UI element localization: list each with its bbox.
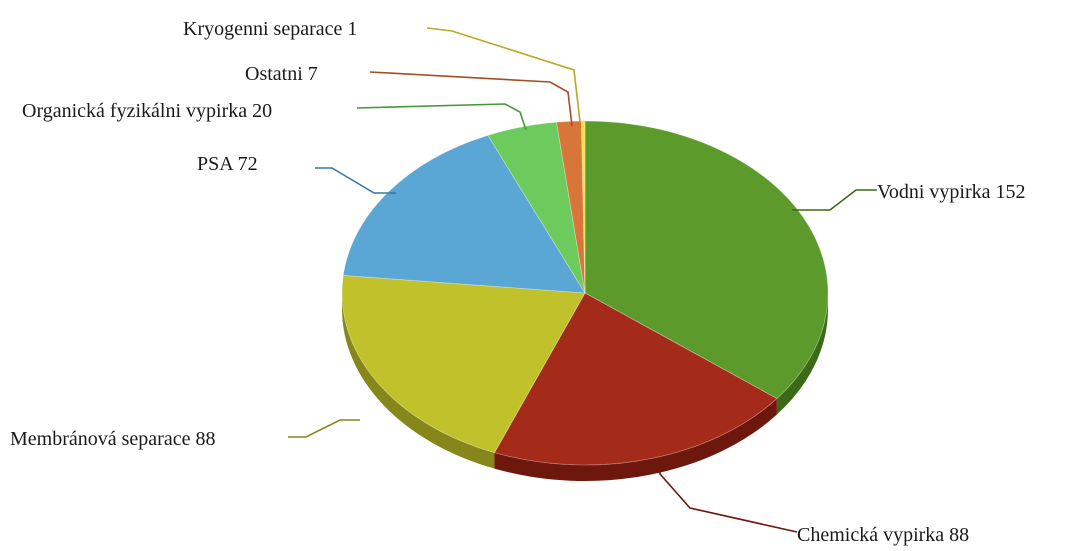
leader-lines-layer xyxy=(288,27,877,533)
pie-slice xyxy=(341,274,586,454)
pie-top-layer xyxy=(341,120,829,466)
pie-slice xyxy=(584,120,829,400)
pie-slice-side xyxy=(776,293,828,415)
slice-label: Kryogenni separace 1 xyxy=(183,18,357,40)
pie-slice-side xyxy=(342,293,495,469)
leader-line xyxy=(288,419,360,438)
leader-line xyxy=(659,468,798,533)
pie-slice xyxy=(581,120,586,294)
slice-label: Vodni vypirka 152 xyxy=(877,181,1026,203)
slice-labels-layer: Vodni vypirka 152 Chemická vypirka 88 Memb… xyxy=(10,18,1026,546)
pie-depth-layer xyxy=(342,293,828,481)
slice-label: Ostatni 7 xyxy=(245,63,318,85)
pie-slice xyxy=(493,292,778,466)
slice-label: Chemická vypirka 88 xyxy=(797,524,969,546)
pie-slice xyxy=(342,134,586,294)
leader-line xyxy=(356,103,527,131)
pie-slice xyxy=(556,120,586,294)
slice-label: Membránová separace 88 xyxy=(10,428,215,450)
leader-line xyxy=(426,27,581,123)
leader-line xyxy=(792,189,877,211)
leader-line xyxy=(369,71,573,127)
pie-slice-side xyxy=(494,398,777,481)
pie-slice xyxy=(487,121,586,294)
slice-label: Organická fyzikálni vypirka 20 xyxy=(22,100,272,122)
slice-label: PSA 72 xyxy=(197,153,258,175)
leader-line xyxy=(315,167,396,194)
